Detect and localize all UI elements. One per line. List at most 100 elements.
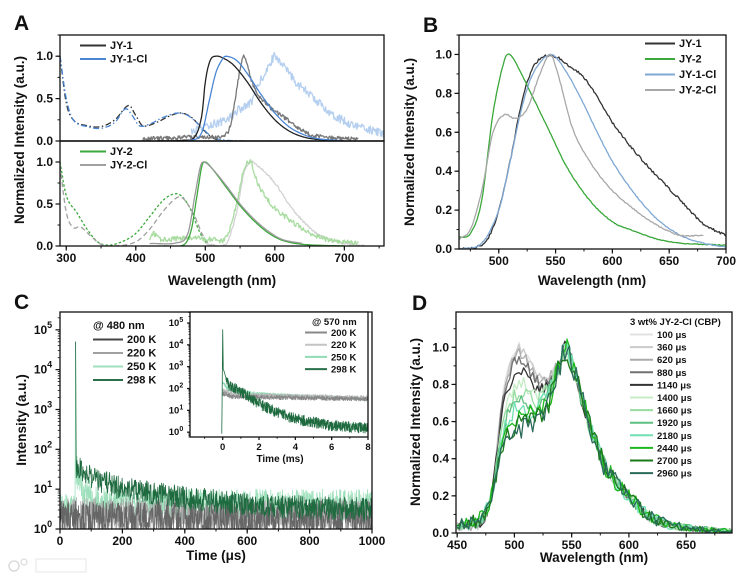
y-tick-label: 0.8 [432, 377, 449, 391]
y-tick-exponent: 1 [47, 479, 52, 489]
y-tick-label: 103 [169, 361, 184, 373]
x-tick-label: 800 [300, 534, 320, 548]
y-tick-label: 105 [34, 320, 52, 337]
panel-label: A [14, 12, 29, 35]
legend-label: 2180 μs [657, 431, 692, 442]
legend: JY-1 JY-1-Cl [80, 40, 147, 66]
legend-label: JY-1-Cl [110, 54, 147, 66]
x-axis-label: Wavelength (nm) [540, 550, 648, 565]
x-tick-label: 600 [265, 251, 285, 265]
x-tick-label: 2 [256, 442, 261, 453]
inset-background [190, 312, 368, 437]
x-tick-label: 1000 [359, 534, 386, 548]
x-tick-label: 0 [57, 534, 64, 548]
y-tick-label: 0.0 [435, 242, 452, 256]
plot-area [459, 53, 726, 249]
y-tick-label: 100 [34, 519, 52, 536]
y-tick-label: 0.6 [432, 415, 449, 429]
axes-a-bot: 300 400 500 600 700 0.0 0.5 1.0 Wavelength (nm) J… [36, 140, 385, 288]
y-tick-label: 1.0 [36, 49, 53, 63]
legend-label: 220 K [331, 340, 356, 351]
x-tick-label: 450 [447, 538, 467, 552]
y-axis-label: Intensity (a.u.) [14, 374, 29, 466]
y-tick-label: 1.0 [36, 155, 53, 169]
series-line-jy-2-cl-phosphorescence [204, 160, 366, 246]
watermark-logo-icon [8, 558, 87, 573]
legend-label: JY-1 [110, 40, 133, 52]
axes-c: 0 200 400 600 800 1000100101102103104105Time … [14, 311, 386, 563]
plot-area [221, 329, 368, 435]
y-tick-label: 101 [169, 404, 184, 416]
y-tick-exponent: 2 [179, 383, 183, 390]
axes-b: 500 550 600 650 700 0.0 0.2 0.4 0.6 0.8 1.0 Wavelen… [402, 34, 736, 288]
x-tick-label: 400 [126, 251, 146, 265]
panel-label: D [412, 292, 427, 315]
y-tick-label: 0.4 [435, 164, 452, 178]
x-tick-label: 300 [56, 251, 76, 265]
y-tick-base: 10 [34, 323, 48, 337]
legend-label: 2440 μs [657, 443, 692, 454]
legend-label: 200 K [127, 334, 156, 346]
y-tick-label: 105 [169, 317, 184, 329]
legend-label: 1660 μs [657, 406, 692, 417]
legend-label: 220 K [127, 348, 156, 360]
x-tick-label: 550 [562, 538, 582, 552]
legend-label: JY-2-Cl [110, 160, 147, 172]
x-axis-label: Wavelength (nm) [168, 273, 276, 288]
y-tick-label: 100 [169, 426, 184, 438]
legend-label: JY-2-Cl [679, 85, 716, 97]
x-tick-label: 8 [365, 442, 370, 453]
x-tick-label: 6 [329, 442, 334, 453]
legend-label: JY-1 [679, 38, 702, 50]
series-line-jy-1-cl-absorption [60, 56, 302, 141]
legend-label: 1920 μs [657, 418, 692, 429]
plot-area [456, 337, 732, 533]
y-tick-base: 10 [169, 340, 180, 351]
x-tick-label: 600 [619, 538, 639, 552]
series-line-298-k [75, 341, 372, 522]
legend-label: 250 K [127, 361, 156, 373]
legend: JY-1 JY-2 JY-1-Cl JY-2-Cl [645, 38, 716, 97]
plot-area [60, 341, 372, 529]
y-tick-exponent: 4 [179, 339, 183, 346]
y-axis-label: Normalized Intensity (a.u.) [408, 338, 423, 506]
x-axis-label: Time (μs) [186, 548, 246, 563]
x-tick-label: 600 [602, 254, 622, 268]
legend-label: 880 μs [657, 368, 687, 379]
panel-label: B [423, 14, 438, 37]
x-tick-label: 650 [659, 254, 679, 268]
series-line-jy-2-absorption [60, 161, 213, 246]
y-tick-label: 0.0 [36, 239, 53, 253]
y-tick-base: 10 [34, 482, 48, 496]
y-tick-label: 0.4 [432, 452, 449, 466]
x-tick-label: 700 [334, 251, 354, 265]
y-tick-label: 104 [169, 339, 184, 351]
series-line-jy-2-phosphorescence [149, 159, 359, 246]
plot-area [60, 159, 366, 246]
y-tick-base: 10 [34, 363, 48, 377]
legend: JY-2 JY-2-Cl [80, 146, 147, 172]
legend-label: 620 μs [657, 355, 687, 366]
axes-frame [59, 140, 385, 247]
axes-frame [455, 311, 733, 534]
y-axis-label: Normalized Intensity (a.u.) [12, 56, 27, 224]
legend-label: 2960 μs [657, 469, 692, 480]
legend-label: JY-2 [110, 146, 133, 158]
y-axis-label: Normalized Intensity (a.u.) [402, 58, 417, 226]
y-tick-exponent: 3 [47, 399, 52, 409]
series-line-jy-2-cl [459, 53, 704, 241]
y-tick-exponent: 0 [47, 519, 52, 529]
x-tick-label: 500 [195, 251, 215, 265]
series-line-2700-s [456, 359, 732, 533]
axes-frame [458, 34, 727, 250]
series-line-jy-1-cl-fluorescence [170, 55, 344, 141]
x-tick-label: 700 [716, 254, 736, 268]
x-axis-label: Time (ms) [256, 454, 303, 465]
y-tick-exponent: 0 [179, 426, 183, 433]
legend-label: JY-2 [679, 54, 702, 66]
y-tick-label: 102 [34, 439, 52, 456]
y-tick-exponent: 4 [47, 360, 52, 370]
